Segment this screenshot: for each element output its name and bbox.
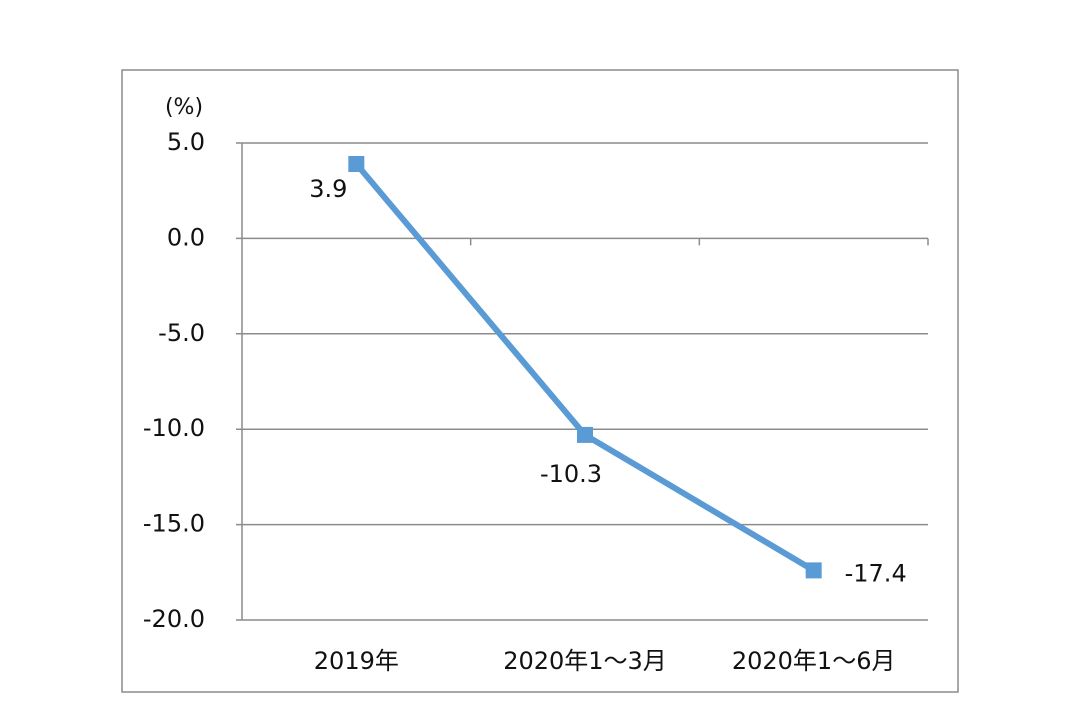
y-tick-label: 0.0 xyxy=(167,223,205,251)
y-tick-label: -10.0 xyxy=(143,414,205,442)
x-tick-label: 2019年 xyxy=(314,647,399,675)
data-label: -10.3 xyxy=(540,460,602,488)
data-label: -17.4 xyxy=(845,559,907,587)
x-tick-label: 2020年1～6月 xyxy=(732,647,896,675)
data-line xyxy=(354,162,816,573)
y-tick-label: -15.0 xyxy=(143,510,205,538)
data-label: 3.9 xyxy=(309,175,347,203)
chart-frame xyxy=(121,69,959,693)
y-axis-label: (%) xyxy=(165,95,203,120)
data-marker xyxy=(577,426,593,443)
y-tick-label: -20.0 xyxy=(143,605,205,633)
data-marker xyxy=(348,155,365,172)
data-marker xyxy=(805,562,822,579)
y-tick-label: -5.0 xyxy=(158,319,205,347)
x-tick-label: 2020年1～3月 xyxy=(503,647,667,675)
y-tick-label: 5.0 xyxy=(167,128,205,156)
